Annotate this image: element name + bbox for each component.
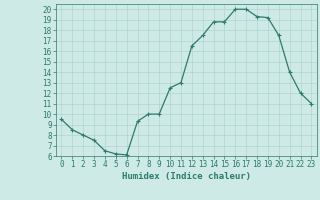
X-axis label: Humidex (Indice chaleur): Humidex (Indice chaleur): [122, 172, 251, 181]
